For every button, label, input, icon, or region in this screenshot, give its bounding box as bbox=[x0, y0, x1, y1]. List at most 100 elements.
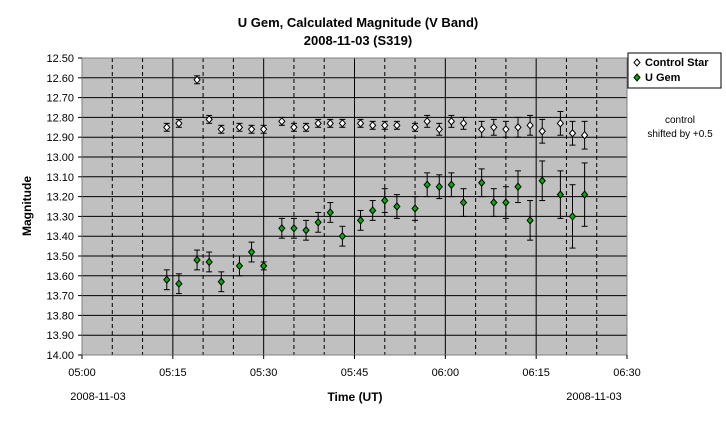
data-point-control-star bbox=[260, 125, 268, 134]
y-tick-label: 13.90 bbox=[46, 330, 74, 342]
data-point-control-star bbox=[393, 121, 401, 130]
y-tick-label: 12.90 bbox=[46, 132, 74, 144]
x-tick-label: 06:15 bbox=[522, 367, 550, 379]
y-tick-label: 12.70 bbox=[46, 93, 74, 105]
y-tick-label: 13.20 bbox=[46, 192, 74, 204]
data-point-u-gem bbox=[175, 279, 183, 288]
legend: Control Star U Gem bbox=[627, 52, 722, 89]
data-point-u-gem bbox=[459, 198, 468, 207]
x-tick-label: 06:30 bbox=[613, 367, 641, 379]
data-point-control-star bbox=[314, 119, 322, 128]
data-point-u-gem bbox=[526, 216, 534, 225]
data-point-control-star bbox=[423, 117, 431, 126]
data-point-u-gem bbox=[580, 190, 589, 199]
data-point-u-gem bbox=[447, 180, 456, 189]
data-point-u-gem bbox=[193, 255, 201, 265]
y-tick-label: 12.50 bbox=[46, 53, 74, 65]
x-tick-label: 05:15 bbox=[159, 367, 187, 379]
data-point-control-star bbox=[447, 117, 456, 126]
data-point-control-star bbox=[538, 126, 546, 136]
y-tick-label: 12.60 bbox=[46, 73, 74, 85]
legend-marker-control-star bbox=[633, 58, 641, 67]
data-point-u-gem bbox=[381, 196, 389, 205]
legend-label-control-star: Control Star bbox=[645, 57, 709, 69]
y-tick-label: 14.00 bbox=[46, 350, 74, 362]
data-point-control-star bbox=[478, 125, 486, 134]
data-point-control-star bbox=[526, 121, 534, 130]
y-tick-label: 13.80 bbox=[46, 310, 74, 322]
data-point-control-star bbox=[326, 119, 334, 128]
data-point-control-star bbox=[205, 115, 213, 124]
y-tick-label: 13.10 bbox=[46, 172, 74, 184]
chart-title-line1: U Gem, Calculated Magnitude (V Band) bbox=[238, 15, 479, 30]
data-point-control-star bbox=[411, 123, 419, 132]
data-point-control-star bbox=[356, 119, 365, 128]
legend-box bbox=[627, 52, 722, 89]
y-tick-label: 13.60 bbox=[46, 271, 74, 283]
data-point-control-star bbox=[247, 125, 256, 134]
data-markers bbox=[163, 75, 589, 288]
data-point-u-gem bbox=[393, 202, 401, 211]
data-point-control-star bbox=[435, 125, 443, 134]
y-tick-label: 13.70 bbox=[46, 291, 74, 303]
annotation-line2: shifted by +0.5 bbox=[647, 129, 713, 140]
data-point-control-star bbox=[217, 125, 225, 134]
x-axis-title: Time (UT) bbox=[327, 390, 382, 404]
data-point-control-star bbox=[338, 119, 347, 128]
data-point-u-gem bbox=[514, 182, 522, 191]
x-tick-label: 05:00 bbox=[68, 367, 96, 379]
data-point-u-gem bbox=[490, 198, 498, 207]
y-tick-label: 12.80 bbox=[46, 112, 74, 124]
legend-label-u-gem: U Gem bbox=[645, 72, 681, 84]
data-point-u-gem bbox=[556, 190, 565, 199]
x-axis-ticks: 05:00 05:15 05:30 05:45 06:00 06:15 06:30 bbox=[68, 355, 641, 379]
x-tick-label: 05:30 bbox=[250, 367, 278, 379]
y-tick-label: 13.00 bbox=[46, 152, 74, 164]
data-point-control-star bbox=[290, 123, 298, 132]
x-tick-label: 05:45 bbox=[341, 367, 369, 379]
data-point-control-star bbox=[514, 123, 522, 132]
data-point-u-gem bbox=[314, 218, 322, 227]
data-point-control-star bbox=[459, 119, 468, 128]
data-point-u-gem bbox=[326, 208, 334, 217]
y-axis-title: Magnitude bbox=[20, 176, 34, 236]
y-tick-label: 13.40 bbox=[46, 231, 74, 243]
data-point-u-gem bbox=[260, 261, 268, 271]
data-point-control-star bbox=[278, 117, 286, 126]
data-point-u-gem bbox=[423, 180, 431, 189]
legend-marker-u-gem bbox=[633, 73, 641, 82]
data-point-control-star bbox=[568, 128, 577, 138]
y-tick-label: 13.50 bbox=[46, 251, 74, 263]
data-point-u-gem bbox=[568, 212, 577, 221]
data-point-control-star bbox=[381, 121, 389, 130]
data-point-control-star bbox=[193, 75, 201, 85]
data-point-u-gem bbox=[411, 204, 419, 213]
x-tick-label: 06:00 bbox=[432, 367, 460, 379]
data-point-u-gem bbox=[478, 178, 486, 188]
data-point-control-star bbox=[502, 125, 510, 134]
data-point-u-gem bbox=[502, 198, 510, 207]
x-date-left: 2008-11-03 bbox=[70, 391, 125, 403]
data-point-u-gem bbox=[356, 216, 365, 225]
data-point-u-gem bbox=[235, 261, 244, 271]
annotation-line1: control bbox=[665, 115, 695, 126]
data-point-u-gem bbox=[247, 247, 256, 257]
data-point-control-star bbox=[235, 123, 244, 132]
data-point-control-star bbox=[490, 123, 498, 132]
data-point-u-gem bbox=[435, 182, 443, 191]
data-point-u-gem bbox=[205, 257, 213, 267]
chart-title-line2: 2008-11-03 (S319) bbox=[304, 33, 412, 48]
grid bbox=[82, 57, 627, 356]
x-date-right: 2008-11-03 bbox=[566, 391, 621, 403]
data-point-control-star bbox=[369, 121, 377, 130]
data-point-u-gem bbox=[538, 176, 546, 186]
data-point-u-gem bbox=[302, 225, 310, 235]
data-point-u-gem bbox=[163, 275, 171, 285]
y-tick-label: 13.30 bbox=[46, 211, 74, 223]
data-point-u-gem bbox=[338, 231, 347, 241]
data-point-control-star bbox=[580, 130, 589, 140]
y-axis-ticks: 12.50 12.60 12.70 12.80 12.90 13.00 13.10 13.20… bbox=[46, 53, 82, 362]
data-point-u-gem bbox=[217, 277, 225, 287]
data-point-control-star bbox=[163, 123, 171, 132]
